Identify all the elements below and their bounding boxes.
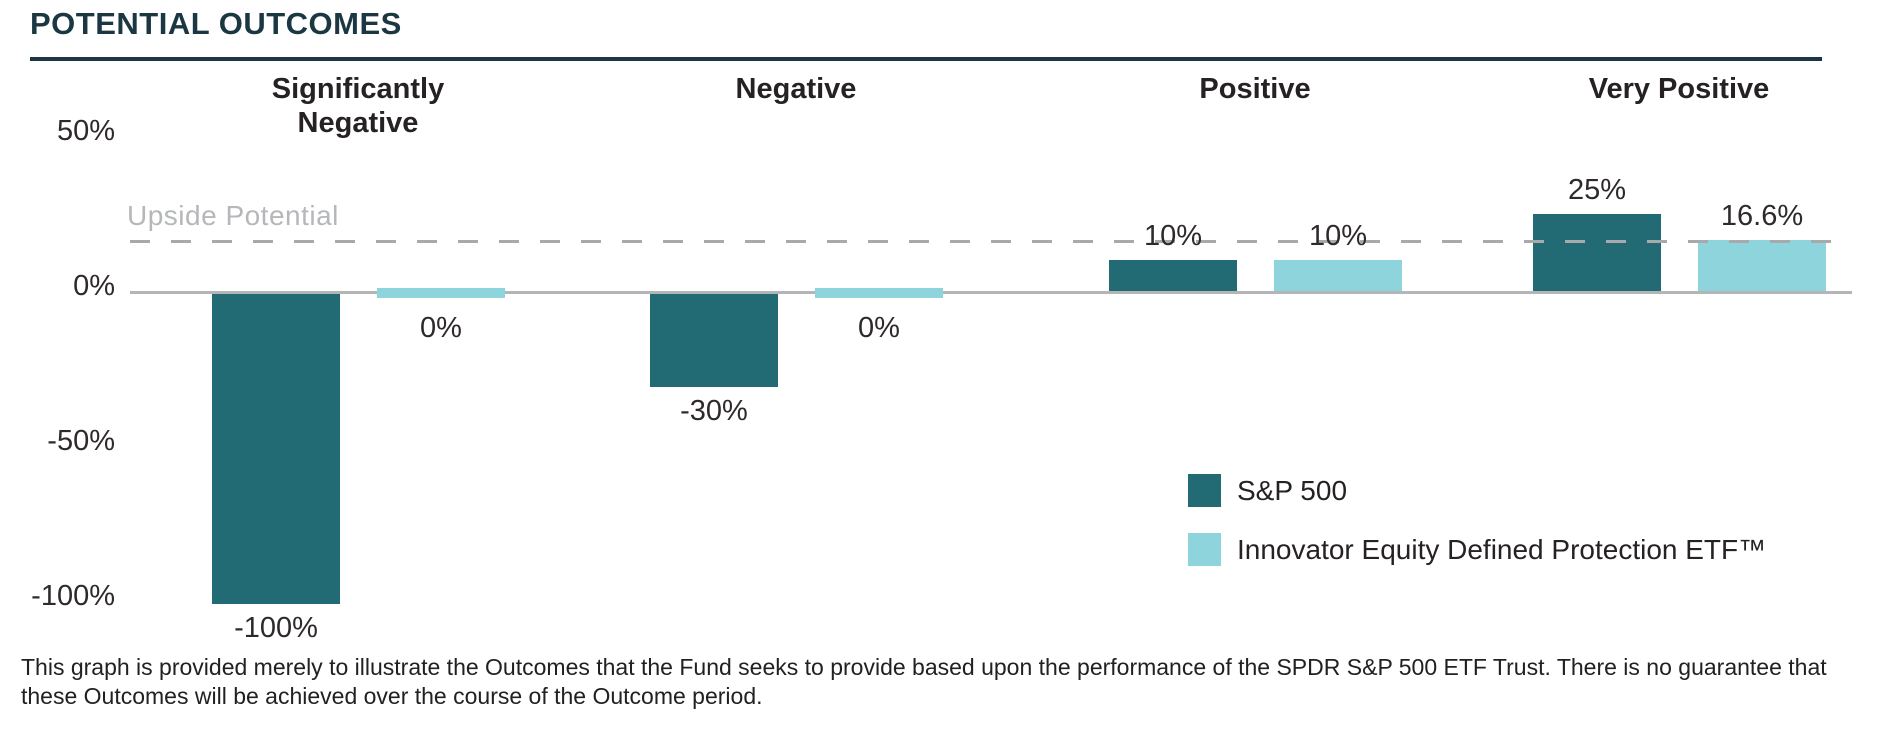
- y-axis-tick: -100%: [31, 580, 115, 612]
- bar-value-label: 10%: [1308, 220, 1368, 252]
- bar-etf-1: [815, 288, 943, 298]
- bar-etf-3: [1698, 239, 1826, 291]
- zero-baseline: [130, 291, 1852, 294]
- page-title: POTENTIAL OUTCOMES: [30, 6, 402, 41]
- bar-etf-0: [377, 288, 505, 298]
- bar-value-label: 10%: [1143, 220, 1203, 252]
- category-header: Very Positive: [1588, 73, 1770, 105]
- footnote-disclaimer: This graph is provided merely to illustr…: [21, 654, 1827, 709]
- sp500-swatch-icon: [1188, 474, 1221, 507]
- bar-value-label: 0%: [420, 312, 462, 344]
- bar-etf-2: [1274, 260, 1402, 291]
- title-underline: [30, 57, 1822, 61]
- category-header: Positive: [1199, 73, 1311, 105]
- upside-potential-dashed-line: [130, 240, 1852, 243]
- legend-label-etf: Innovator Equity Defined Protection ETF™: [1237, 534, 1767, 565]
- legend-label-sp500: S&P 500: [1237, 475, 1348, 506]
- category-header: Significantly Negative: [271, 73, 445, 139]
- bar-value-label: 16.6%: [1720, 199, 1804, 232]
- y-axis-tick: -50%: [47, 425, 115, 457]
- bar-value-label: 25%: [1567, 173, 1627, 206]
- bar-value-label: -100%: [234, 612, 318, 644]
- bar-sp500-3: [1533, 213, 1661, 291]
- y-axis-tick: 0%: [73, 270, 115, 302]
- bar-sp500-0: [212, 294, 340, 604]
- bar-sp500-2: [1109, 260, 1237, 291]
- y-axis-tick: 50%: [56, 115, 115, 147]
- bar-value-label: -30%: [680, 395, 748, 427]
- bar-value-label: 0%: [858, 312, 900, 344]
- upside-potential-label: Upside Potential: [127, 200, 339, 231]
- category-header: Negative: [735, 73, 857, 105]
- etf-swatch-icon: [1188, 533, 1221, 566]
- bar-sp500-1: [650, 294, 778, 387]
